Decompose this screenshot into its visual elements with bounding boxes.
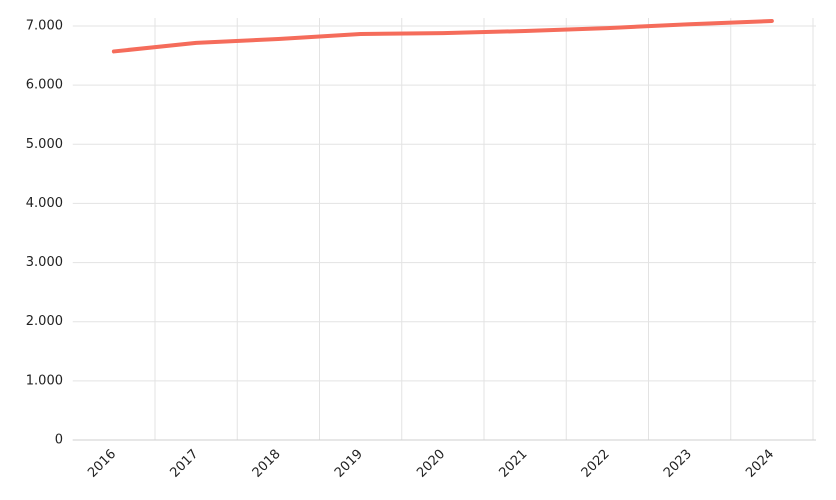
y-tick-label: 1.000 (26, 373, 63, 388)
y-tick-label: 4.000 (26, 196, 63, 211)
y-tick-label: 7.000 (26, 19, 63, 34)
x-tick-label: 2018 (250, 447, 284, 481)
y-tick-label: 3.000 (26, 255, 63, 270)
x-tick-label: 2024 (743, 447, 777, 481)
x-tick-label: 2016 (85, 447, 119, 481)
x-tick-label: 2019 (332, 447, 366, 481)
x-tick-label: 2021 (496, 447, 530, 481)
y-tick-label: 0 (55, 433, 63, 448)
line-series (111, 18, 774, 54)
x-tick-label: 2017 (167, 447, 201, 481)
y-tick-label: 5.000 (26, 137, 63, 152)
x-tick-label: 2020 (414, 447, 448, 481)
y-tick-label: 2.000 (26, 314, 63, 329)
y-tick-label: 6.000 (26, 78, 63, 93)
x-tick-label: 2022 (579, 447, 613, 481)
x-tick-label: 2023 (661, 447, 695, 481)
